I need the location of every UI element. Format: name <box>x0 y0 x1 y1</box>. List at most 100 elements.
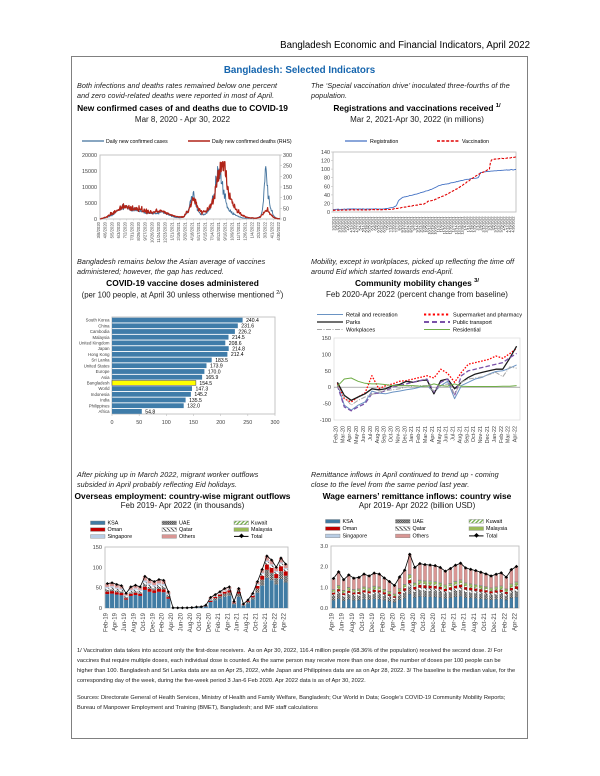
svg-text:Jun-20: Jun-20 <box>361 426 367 442</box>
svg-text:Aug-20: Aug-20 <box>188 612 194 632</box>
svg-text:183.5: 183.5 <box>215 358 228 364</box>
svg-text:10000: 10000 <box>82 185 97 191</box>
svg-text:4/6/2021: 4/6/2021 <box>347 217 351 231</box>
svg-text:7/20/2021: 7/20/2021 <box>392 217 396 233</box>
svg-text:12/6/2021: 12/6/2021 <box>243 221 248 240</box>
svg-text:2/2/2022: 2/2/2022 <box>256 221 261 238</box>
svg-text:Jun-20: Jun-20 <box>401 612 407 631</box>
svg-text:3/23/2021: 3/23/2021 <box>341 217 345 233</box>
svg-text:0: 0 <box>94 217 97 223</box>
svg-text:Apr-21: Apr-21 <box>452 612 458 631</box>
svg-text:2.0: 2.0 <box>320 565 328 571</box>
svg-text:Workplaces: Workplaces <box>346 328 375 334</box>
svg-text:Jun-21: Jun-21 <box>235 612 241 631</box>
svg-text:5/4/2021: 5/4/2021 <box>359 217 363 231</box>
svg-text:Dec-21: Dec-21 <box>485 426 491 443</box>
svg-text:5/25/2021: 5/25/2021 <box>368 217 372 233</box>
svg-text:Nov-20: Nov-20 <box>395 426 401 443</box>
svg-text:Jan-22: Jan-22 <box>492 426 498 442</box>
svg-text:100: 100 <box>162 420 171 426</box>
svg-text:Registration: Registration <box>370 139 398 145</box>
svg-text:Aug-21: Aug-21 <box>457 426 463 443</box>
svg-text:Oct-20: Oct-20 <box>389 426 395 442</box>
svg-text:4/19/2022: 4/19/2022 <box>509 217 513 233</box>
svg-text:100: 100 <box>283 196 292 202</box>
svg-text:Feb-21: Feb-21 <box>216 612 222 632</box>
svg-text:0: 0 <box>111 420 114 426</box>
svg-text:Aug-20: Aug-20 <box>411 612 417 632</box>
svg-text:250: 250 <box>283 164 292 170</box>
svg-text:150: 150 <box>283 185 292 191</box>
svg-text:300: 300 <box>271 420 280 426</box>
svg-text:3/3/2022: 3/3/2022 <box>263 221 268 238</box>
svg-text:5/17/2021: 5/17/2021 <box>196 221 201 240</box>
svg-text:KSA: KSA <box>343 519 354 525</box>
svg-text:2/8/2022: 2/8/2022 <box>479 217 483 231</box>
svg-text:3/8/2020: 3/8/2020 <box>96 221 101 238</box>
svg-text:Feb-20: Feb-20 <box>160 612 166 632</box>
svg-text:50: 50 <box>136 420 142 426</box>
svg-text:Sep-20: Sep-20 <box>382 426 388 443</box>
svg-text:Daily new confirmed cases: Daily new confirmed cases <box>106 139 168 145</box>
svg-text:240.4: 240.4 <box>246 318 259 324</box>
svg-text:145.2: 145.2 <box>194 392 207 398</box>
svg-text:6/8/2021: 6/8/2021 <box>374 217 378 231</box>
svg-text:214.8: 214.8 <box>232 347 245 353</box>
svg-text:Oman: Oman <box>343 526 358 532</box>
svg-text:150: 150 <box>322 336 331 342</box>
svg-text:7/6/2021: 7/6/2021 <box>386 217 390 231</box>
svg-text:Europe: Europe <box>96 369 110 374</box>
svg-text:4/26/2022: 4/26/2022 <box>512 217 516 233</box>
svg-text:50: 50 <box>325 369 331 375</box>
svg-text:9/14/2021: 9/14/2021 <box>416 217 420 233</box>
svg-text:8/29/2020: 8/29/2020 <box>136 221 141 240</box>
svg-text:May-21: May-21 <box>437 426 443 444</box>
svg-text:3/16/2021: 3/16/2021 <box>338 217 342 233</box>
svg-text:20: 20 <box>324 201 330 207</box>
svg-text:Singapore: Singapore <box>108 534 133 540</box>
svg-text:Mar-20: Mar-20 <box>340 426 346 443</box>
svg-text:10/26/2020: 10/26/2020 <box>149 221 154 243</box>
svg-text:9/7/2021: 9/7/2021 <box>413 217 417 231</box>
svg-text:3/8/2022: 3/8/2022 <box>491 217 495 231</box>
svg-text:4/6/2020: 4/6/2020 <box>103 221 108 238</box>
svg-text:200: 200 <box>216 420 225 426</box>
svg-text:11/30/2021: 11/30/2021 <box>449 217 453 235</box>
svg-text:KSA: KSA <box>108 520 119 526</box>
svg-text:Aug-19: Aug-19 <box>350 612 356 632</box>
svg-text:Asia: Asia <box>101 375 110 380</box>
svg-text:8/10/2021: 8/10/2021 <box>401 217 405 233</box>
svg-text:12/23/2020: 12/23/2020 <box>163 221 168 243</box>
svg-text:6/1/2021: 6/1/2021 <box>371 217 375 231</box>
svg-text:Malaysia: Malaysia <box>93 335 111 340</box>
svg-text:Oct-21: Oct-21 <box>254 612 260 631</box>
svg-text:3/9/2021: 3/9/2021 <box>335 217 339 231</box>
svg-text:2/22/2022: 2/22/2022 <box>485 217 489 233</box>
svg-text:Aug-19: Aug-19 <box>132 612 138 632</box>
svg-text:100: 100 <box>93 565 102 571</box>
svg-text:Oman: Oman <box>108 527 123 533</box>
svg-text:Jan-21: Jan-21 <box>409 426 415 442</box>
svg-text:8/3/2021: 8/3/2021 <box>398 217 402 231</box>
svg-text:Feb-22: Feb-22 <box>499 426 505 443</box>
svg-text:4/12/2022: 4/12/2022 <box>506 217 510 233</box>
svg-text:Cambodia: Cambodia <box>90 329 110 334</box>
svg-text:-100: -100 <box>320 418 331 424</box>
svg-text:12/28/2021: 12/28/2021 <box>461 217 465 235</box>
svg-text:2/19/2021: 2/19/2021 <box>176 221 181 240</box>
svg-text:6/15/2021: 6/15/2021 <box>203 221 208 240</box>
svg-text:9/21/2021: 9/21/2021 <box>419 217 423 233</box>
svg-text:Indonesia: Indonesia <box>91 392 110 397</box>
svg-text:170.0: 170.0 <box>208 369 221 375</box>
svg-text:Oct-20: Oct-20 <box>197 612 203 631</box>
svg-text:Daily new confirmed deaths (RH: Daily new confirmed deaths (RHS) <box>212 139 292 145</box>
svg-text:Jun-19: Jun-19 <box>340 612 346 631</box>
svg-text:Apr-20: Apr-20 <box>391 612 397 631</box>
svg-text:5/11/2021: 5/11/2021 <box>362 217 366 233</box>
svg-text:208.6: 208.6 <box>229 341 242 347</box>
svg-text:8/31/2021: 8/31/2021 <box>410 217 414 233</box>
svg-text:Mar-21: Mar-21 <box>423 426 429 443</box>
svg-text:Oct-21: Oct-21 <box>482 612 488 631</box>
svg-text:50: 50 <box>96 586 102 592</box>
svg-text:5/18/2021: 5/18/2021 <box>365 217 369 233</box>
